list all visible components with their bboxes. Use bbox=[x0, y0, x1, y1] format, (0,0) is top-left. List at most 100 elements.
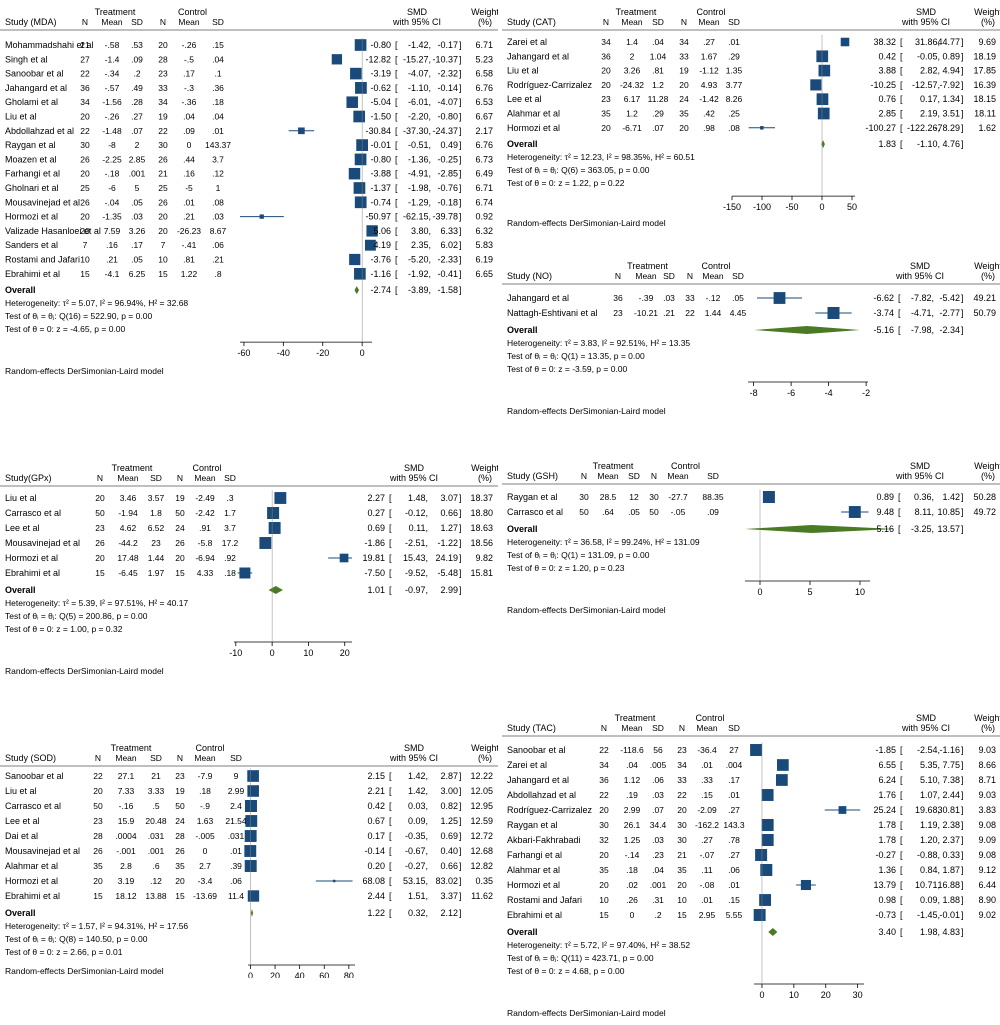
cell-s1: .53 bbox=[131, 40, 143, 50]
subheader-sd: SD bbox=[628, 471, 640, 481]
ci-lower: 1.42, bbox=[408, 786, 428, 796]
ci-bracket-close: ] bbox=[961, 850, 964, 860]
weight-value: 6.49 bbox=[475, 169, 493, 179]
weight-value: 6.67 bbox=[475, 112, 493, 122]
ci-upper: 2.87 bbox=[440, 771, 458, 781]
x-tick-label: 0 bbox=[757, 587, 762, 597]
cell-s2: 1 bbox=[216, 183, 221, 193]
ci-lower: 5.10, bbox=[920, 775, 940, 785]
ci-bracket-close: ] bbox=[459, 169, 462, 179]
study-row: Liu et al 20 3.46 3.57 19 -2.49 .3 2.27 [1.48, 3.… bbox=[5, 492, 493, 504]
cell-m2: .11 bbox=[701, 865, 712, 875]
cell-m2: 4.93 bbox=[701, 80, 718, 90]
cell-s1: 13.88 bbox=[145, 891, 167, 901]
cell-s1: .001 bbox=[148, 846, 165, 856]
study-name: Hormozi et al bbox=[5, 876, 58, 886]
ci-bracket-close: ] bbox=[961, 80, 964, 90]
study-name: Sanoobar et al bbox=[5, 771, 64, 781]
effect-box bbox=[827, 307, 840, 319]
study-name: Liu et al bbox=[5, 493, 37, 503]
cell-n1: 20 bbox=[601, 80, 611, 90]
smd-value: 0.17 bbox=[367, 831, 385, 841]
ci-upper: -0.17 bbox=[437, 40, 458, 50]
cell-n2: 20 bbox=[677, 880, 687, 890]
study-row: Carrasco et al 50 -.16 .5 50 -.9 2.4 0.42 [0.03,… bbox=[5, 800, 493, 812]
ci-bracket-close: ] bbox=[459, 876, 462, 886]
cell-n2: 26 bbox=[158, 154, 168, 164]
ci-lower: 1.51, bbox=[408, 891, 428, 901]
subheader-mean: Mean bbox=[117, 473, 139, 483]
ci-bracket-close: ] bbox=[459, 154, 462, 164]
x-tick-label: 10 bbox=[789, 990, 799, 1000]
smd-header: SMD bbox=[407, 7, 428, 17]
cell-s2: 27 bbox=[729, 745, 739, 755]
overall-diamond bbox=[354, 286, 360, 295]
ci-lower: 2.19, bbox=[920, 109, 940, 119]
x-tick-label: 0 bbox=[819, 202, 824, 212]
ci-bracket-close: ] bbox=[459, 831, 462, 841]
model-note: Random-effects DerSimonian-Laird model bbox=[5, 666, 164, 676]
smd-ci-header: with 95% CI bbox=[901, 723, 950, 733]
cell-n2: 23 bbox=[175, 771, 185, 781]
homogeneity-test: Test of θᵢ = θⱼ: Q(11) = 423.71, p = 0.0… bbox=[507, 953, 654, 963]
subheader-sd: SD bbox=[652, 723, 664, 733]
smd-value: -1.37 bbox=[370, 183, 391, 193]
cell-s2: .18 bbox=[212, 97, 224, 107]
subheader-mean: Mean bbox=[698, 17, 720, 27]
cell-m1: 26.1 bbox=[624, 820, 641, 830]
cell-m2: -.3 bbox=[184, 83, 194, 93]
effect-box bbox=[247, 770, 259, 782]
study-row: Rodríguez-Carrizalez 20 -24.32 1.2 20 4.93 3.7… bbox=[507, 79, 996, 91]
model-note: Random-effects DerSimonian-Laird model bbox=[5, 966, 164, 976]
ci-bracket-open: [ bbox=[900, 805, 903, 815]
ci-bracket-open: [ bbox=[900, 80, 903, 90]
cell-m2: -1.42 bbox=[699, 94, 719, 104]
ci-lower: -0.05, bbox=[917, 51, 940, 61]
ci-upper: 7.75 bbox=[942, 760, 960, 770]
ci-bracket-open: [ bbox=[900, 760, 903, 770]
cell-n2: 19 bbox=[175, 786, 185, 796]
study-row: Jahangard et al 36 1.12 .06 33 .33 .17 6.24 [5.1… bbox=[507, 774, 996, 786]
cell-m2: 2.7 bbox=[199, 861, 211, 871]
study-name: Ebrahimi et al bbox=[5, 269, 60, 279]
cell-m1: .26 bbox=[626, 895, 638, 905]
smd-value: 0.76 bbox=[878, 94, 896, 104]
cell-m2: -.12 bbox=[706, 293, 721, 303]
cell-n1: 34 bbox=[601, 37, 611, 47]
cell-n2: 24 bbox=[679, 94, 689, 104]
cell-m2: 2.95 bbox=[699, 910, 716, 920]
smd-value: 1.36 bbox=[878, 865, 896, 875]
smd-value: -0.80 bbox=[370, 154, 391, 164]
control-header: Control bbox=[701, 261, 730, 271]
cell-s1: .12 bbox=[150, 876, 162, 886]
ci-bracket-close: ] bbox=[961, 492, 964, 502]
ci-bracket-close: ] bbox=[459, 508, 462, 518]
cell-m2: -.26 bbox=[182, 40, 197, 50]
cell-s1: 6.52 bbox=[148, 523, 165, 533]
ci-bracket-close: ] bbox=[961, 820, 964, 830]
cell-m2: -5 bbox=[185, 183, 193, 193]
cell-n2: 23 bbox=[158, 69, 168, 79]
cell-n2: 33 bbox=[158, 83, 168, 93]
cell-n1: 26 bbox=[80, 154, 90, 164]
cell-n1: 22 bbox=[599, 745, 609, 755]
cell-m1: .0004 bbox=[115, 831, 137, 841]
effect-box bbox=[848, 506, 861, 518]
ci-upper: -0.01 bbox=[939, 910, 960, 920]
overall-label: Overall bbox=[507, 139, 538, 149]
cell-n1: 34 bbox=[599, 760, 609, 770]
ci-lower: 3.80, bbox=[411, 226, 431, 236]
model-note: Random-effects DerSimonian-Laird model bbox=[507, 1008, 666, 1018]
study-name: Lee et al bbox=[507, 94, 542, 104]
cell-s2: 9 bbox=[234, 771, 239, 781]
model-note: Random-effects DerSimonian-Laird model bbox=[507, 406, 666, 416]
cell-n2: 20 bbox=[158, 212, 168, 222]
ci-bracket-open: [ bbox=[389, 538, 392, 548]
ci-bracket-close: ] bbox=[459, 197, 462, 207]
ci-bracket-close: ] bbox=[961, 835, 964, 845]
cell-s1: .17 bbox=[131, 240, 143, 250]
smd-value: 0.27 bbox=[367, 508, 385, 518]
subheader-mean: Mean bbox=[178, 17, 200, 27]
ci-bracket-close: ] bbox=[961, 895, 964, 905]
study-row: Jahangard et al 36 -.39.03 33 -.12.05 -6.62[-… bbox=[507, 292, 996, 304]
